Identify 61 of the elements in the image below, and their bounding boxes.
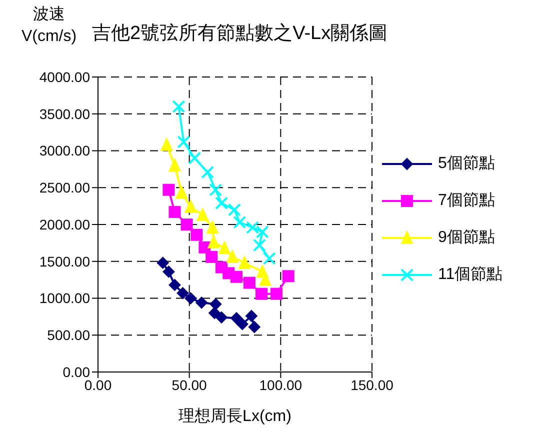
y-tick-label: 4000.00 bbox=[39, 68, 90, 85]
point bbox=[176, 287, 189, 300]
point bbox=[168, 206, 181, 218]
legend-label: 9個節點 bbox=[438, 228, 495, 248]
point bbox=[177, 135, 190, 148]
point bbox=[184, 200, 197, 213]
point bbox=[208, 235, 220, 248]
point bbox=[188, 152, 202, 165]
point bbox=[162, 266, 175, 278]
point bbox=[196, 296, 208, 309]
x-tick-label: 50.00 bbox=[172, 376, 208, 393]
legend-label: 7個節點 bbox=[438, 191, 495, 211]
point bbox=[228, 203, 241, 216]
point bbox=[172, 100, 186, 113]
point bbox=[209, 183, 222, 196]
point bbox=[262, 252, 276, 265]
point bbox=[270, 288, 282, 300]
chart-title: 吉他2號弦所有節點數之V-Lx關係圖 bbox=[92, 22, 388, 46]
legend-label: 11個節點 bbox=[438, 265, 503, 285]
x-tick-label: 100.00 bbox=[259, 376, 302, 393]
y-tick-label: 2000.00 bbox=[39, 216, 90, 232]
point bbox=[168, 158, 181, 172]
y-tick-label: 1500.00 bbox=[39, 253, 90, 270]
x-tick-label: 150.00 bbox=[350, 376, 394, 393]
point bbox=[215, 311, 228, 324]
point bbox=[238, 256, 250, 269]
x-axis-title: 理想周長Lx(cm) bbox=[178, 406, 292, 427]
point bbox=[162, 184, 175, 196]
point bbox=[282, 270, 294, 282]
y-axis-title: 波速 V(cm/s) bbox=[20, 4, 78, 47]
point bbox=[184, 292, 197, 304]
point bbox=[236, 318, 248, 330]
point bbox=[246, 220, 260, 234]
point bbox=[248, 321, 260, 334]
point bbox=[196, 208, 209, 221]
point bbox=[156, 256, 169, 269]
point bbox=[168, 278, 181, 291]
point bbox=[208, 307, 221, 319]
point bbox=[206, 250, 218, 263]
point bbox=[245, 310, 258, 322]
point bbox=[214, 196, 228, 210]
legend-label: 5個節點 bbox=[438, 154, 495, 174]
point bbox=[218, 241, 231, 254]
point bbox=[190, 228, 203, 241]
y-tick-label: 1000.00 bbox=[39, 290, 90, 306]
y-tick-label: 2500.00 bbox=[39, 180, 90, 196]
point bbox=[243, 276, 256, 289]
point bbox=[210, 298, 222, 310]
y-tick-label: 500.00 bbox=[47, 327, 90, 344]
point bbox=[255, 288, 268, 300]
point bbox=[230, 312, 242, 324]
point bbox=[233, 216, 246, 229]
point bbox=[206, 220, 219, 234]
y-tick-label: 3000.00 bbox=[39, 142, 90, 159]
point bbox=[160, 138, 173, 151]
point bbox=[180, 218, 193, 230]
y-tick-label: 3500.00 bbox=[39, 106, 90, 122]
point bbox=[230, 270, 242, 283]
point bbox=[226, 250, 238, 263]
point bbox=[176, 186, 188, 199]
point bbox=[201, 166, 214, 179]
